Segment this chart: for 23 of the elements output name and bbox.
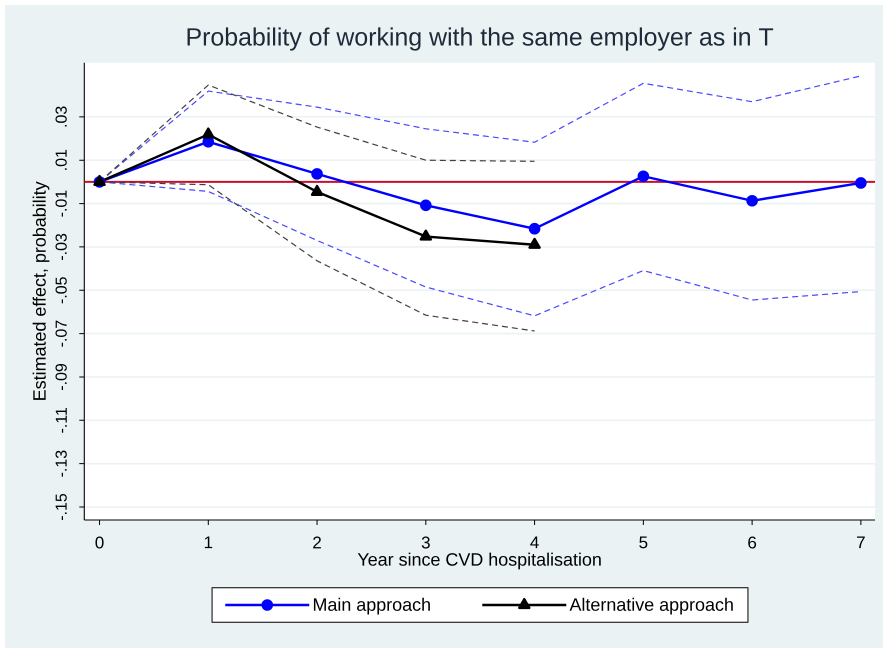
y-tick-label: -.15 bbox=[56, 494, 67, 520]
y-tick-label: .01 bbox=[56, 150, 67, 170]
y-tick-label: -.09 bbox=[56, 364, 67, 390]
y-tick-label: -.11 bbox=[56, 408, 67, 433]
x-tick-label: 3 bbox=[422, 536, 430, 549]
legend-label: Main approach bbox=[314, 598, 430, 614]
y-tick-label: -.07 bbox=[56, 320, 67, 347]
y-tick-label: -.05 bbox=[56, 277, 67, 304]
y-tick-label: -.13 bbox=[56, 450, 67, 477]
x-tick-label: 4 bbox=[530, 536, 539, 548]
x-tick-label: 2 bbox=[313, 536, 321, 548]
x-tick-label: 0 bbox=[95, 536, 104, 549]
y-tick-label: .03 bbox=[56, 106, 67, 127]
x-tick-label: 6 bbox=[748, 536, 756, 549]
legend-label: Alternative approach bbox=[570, 598, 733, 614]
y-axis-title: Estimated effect, probability bbox=[32, 181, 50, 400]
x-axis-title: Year since CVD hospitalisation bbox=[358, 552, 601, 570]
x-tick-label: 5 bbox=[639, 536, 648, 548]
x-tick-label: 7 bbox=[857, 536, 865, 548]
y-tick-label: -.03 bbox=[56, 234, 67, 260]
chart-title: Probability of working with the same employer as in T bbox=[188, 27, 774, 51]
x-tick-label: 1 bbox=[204, 536, 212, 548]
y-tick-label: -.01 bbox=[56, 190, 67, 217]
